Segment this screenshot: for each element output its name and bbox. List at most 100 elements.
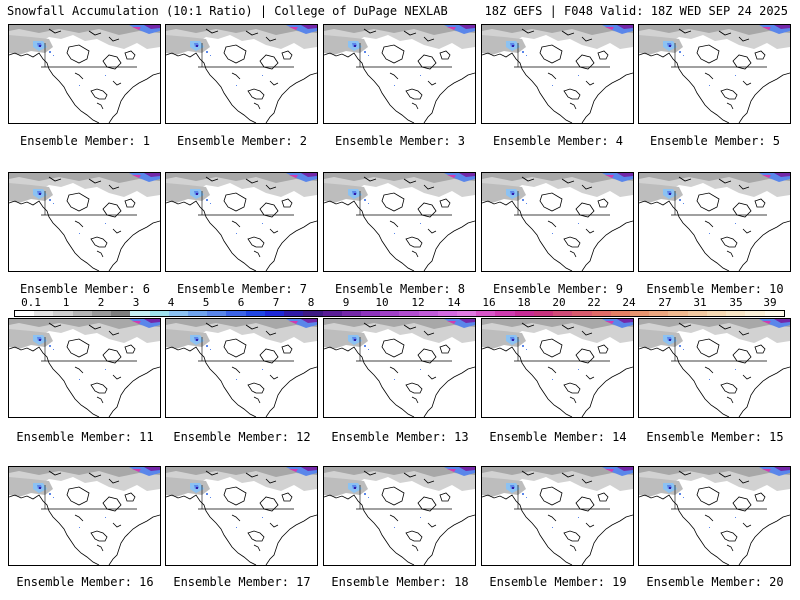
colorbar-swatch xyxy=(514,311,534,316)
colorbar-swatch xyxy=(341,311,361,316)
colorbar-swatch xyxy=(418,311,438,316)
ensemble-map-panel-10[interactable] xyxy=(638,172,791,272)
ensemble-member-label: Ensemble Member: 19 xyxy=(489,575,627,589)
ensemble-map-panel-18[interactable] xyxy=(323,466,476,566)
ensemble-member-label: Ensemble Member: 2 xyxy=(176,134,308,148)
colorbar-swatch xyxy=(149,311,169,316)
ensemble-map-panel-7[interactable] xyxy=(165,172,318,272)
ensemble-map-panel-12[interactable] xyxy=(165,318,318,418)
colorbar-tick-label: 39 xyxy=(763,296,777,309)
colorbar-swatch xyxy=(668,311,688,316)
colorbar-swatch xyxy=(457,311,477,316)
colorbar-tick-label: 9 xyxy=(342,296,350,309)
north-america-map xyxy=(482,467,633,565)
colorbar-swatch xyxy=(726,311,746,316)
colorbar-swatch xyxy=(399,311,419,316)
ensemble-map-panel-15[interactable] xyxy=(638,318,791,418)
colorbar-swatch xyxy=(91,311,112,316)
colorbar-swatch xyxy=(360,311,381,316)
ensemble-map-panel-9[interactable] xyxy=(481,172,634,272)
colorbar-swatch xyxy=(495,311,515,316)
colorbar-tick-label: 1 xyxy=(62,296,70,309)
colorbar-tick-label: 7 xyxy=(272,296,280,309)
colorbar-tick-label: 20 xyxy=(552,296,566,309)
north-america-map xyxy=(9,25,160,123)
colorbar-tick-label: 2 xyxy=(97,296,105,309)
ensemble-member-label: Ensemble Member: 14 xyxy=(489,430,627,444)
ensemble-member-label: Ensemble Member: 16 xyxy=(16,575,154,589)
colorbar-swatch xyxy=(187,311,208,316)
ensemble-map-panel-8[interactable] xyxy=(323,172,476,272)
colorbar-swatch xyxy=(207,311,227,316)
colorbar-tick-label: 0.1 xyxy=(21,296,41,309)
ensemble-map-panel-20[interactable] xyxy=(638,466,791,566)
colorbar-tick-label: 5 xyxy=(202,296,210,309)
north-america-map xyxy=(166,25,317,123)
ensemble-map-panel-17[interactable] xyxy=(165,466,318,566)
north-america-map xyxy=(324,319,475,417)
ensemble-member-label: Ensemble Member: 17 xyxy=(173,575,311,589)
colorbar-tick-label: 27 xyxy=(658,296,672,309)
colorbar-tick-label: 6 xyxy=(237,296,245,309)
colorbar-swatch xyxy=(553,311,573,316)
ensemble-map-panel-6[interactable] xyxy=(8,172,161,272)
colorbar-swatch xyxy=(168,311,188,316)
north-america-map xyxy=(639,319,790,417)
ensemble-map-panel-5[interactable] xyxy=(638,24,791,124)
ensemble-member-label: Ensemble Member: 11 xyxy=(16,430,154,444)
colorbar-tick-label: 12 xyxy=(411,296,425,309)
ensemble-map-panel-1[interactable] xyxy=(8,24,161,124)
colorbar-tick-label: 35 xyxy=(729,296,743,309)
colorbar-swatch xyxy=(610,311,630,316)
north-america-map xyxy=(482,25,633,123)
colorbar-tick-label: 10 xyxy=(375,296,389,309)
colorbar-tick-label: 4 xyxy=(167,296,175,309)
ensemble-member-label: Ensemble Member: 9 xyxy=(492,282,624,296)
colorbar-tick-label: 18 xyxy=(517,296,531,309)
colorbar-swatch xyxy=(15,311,35,316)
colorbar-swatch xyxy=(687,311,707,316)
ensemble-map-panel-13[interactable] xyxy=(323,318,476,418)
colorbar-swatch xyxy=(34,311,54,316)
ensemble-map-panel-14[interactable] xyxy=(481,318,634,418)
colorbar-tick-label: 3 xyxy=(132,296,140,309)
north-america-map xyxy=(482,173,633,271)
ensemble-map-panel-11[interactable] xyxy=(8,318,161,418)
ensemble-member-label: Ensemble Member: 4 xyxy=(492,134,624,148)
north-america-map xyxy=(166,173,317,271)
colorbar-swatch xyxy=(111,311,131,316)
ensemble-member-label: Ensemble Member: 12 xyxy=(173,430,311,444)
north-america-map xyxy=(9,173,160,271)
north-america-map xyxy=(166,319,317,417)
colorbar-tick-label: 14 xyxy=(447,296,461,309)
ensemble-member-label: Ensemble Member: 7 xyxy=(176,282,308,296)
ensemble-member-label: Ensemble Member: 18 xyxy=(331,575,469,589)
colorbar-swatch xyxy=(630,311,650,316)
colorbar-swatch xyxy=(649,311,669,316)
colorbar-swatch xyxy=(706,311,727,316)
colorbar-swatch xyxy=(572,311,592,316)
colorbar-swatch xyxy=(245,311,265,316)
colorbar-swatch xyxy=(53,311,73,316)
ensemble-map-panel-4[interactable] xyxy=(481,24,634,124)
colorbar-tick-label: 16 xyxy=(482,296,496,309)
colorbar-swatch xyxy=(764,311,784,316)
ensemble-map-panel-2[interactable] xyxy=(165,24,318,124)
ensemble-member-label: Ensemble Member: 8 xyxy=(334,282,466,296)
ensemble-member-label: Ensemble Member: 6 xyxy=(19,282,151,296)
ensemble-map-panel-19[interactable] xyxy=(481,466,634,566)
colorbar-swatch xyxy=(437,311,458,316)
north-america-map xyxy=(9,319,160,417)
colorbar-swatch xyxy=(72,311,92,316)
north-america-map xyxy=(324,173,475,271)
ensemble-map-panel-3[interactable] xyxy=(323,24,476,124)
ensemble-member-label: Ensemble Member: 5 xyxy=(649,134,781,148)
colorbar-tick-label: 31 xyxy=(693,296,707,309)
colorbar-swatch xyxy=(322,311,342,316)
north-america-map xyxy=(9,467,160,565)
ensemble-map-panel-16[interactable] xyxy=(8,466,161,566)
colorbar-swatch xyxy=(130,311,150,316)
colorbar-swatch xyxy=(745,311,765,316)
run-info: 18Z GEFS | F048 Valid: 18Z WED SEP 24 20… xyxy=(484,4,788,18)
colorbar-tick-label: 24 xyxy=(622,296,636,309)
